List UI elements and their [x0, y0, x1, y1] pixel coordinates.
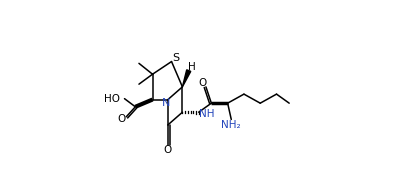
Text: O: O: [117, 113, 126, 124]
Text: NH₂: NH₂: [221, 120, 241, 130]
Polygon shape: [182, 70, 191, 87]
Text: NH: NH: [198, 109, 214, 119]
Text: O: O: [164, 145, 172, 155]
Text: S: S: [172, 53, 180, 63]
Text: O: O: [198, 78, 207, 88]
Text: N: N: [162, 98, 170, 108]
Text: H: H: [188, 62, 195, 72]
Text: HO: HO: [105, 94, 120, 104]
